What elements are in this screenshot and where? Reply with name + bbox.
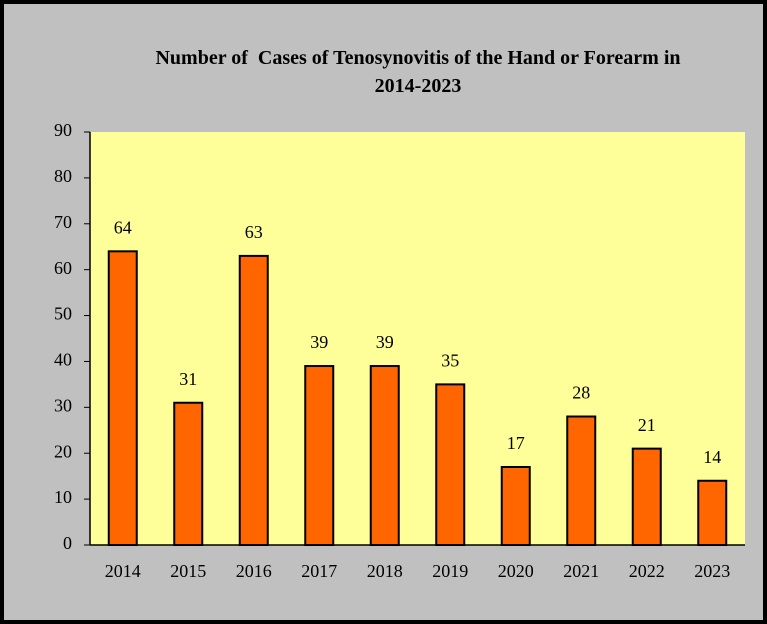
bar bbox=[369, 365, 400, 546]
bar bbox=[697, 479, 728, 546]
y-tick-label: 90 bbox=[54, 120, 72, 140]
data-label: 64 bbox=[114, 217, 132, 237]
x-tick-label: 2021 bbox=[563, 561, 599, 581]
bar bbox=[435, 383, 466, 546]
x-tick-label: 2017 bbox=[301, 561, 337, 581]
bar bbox=[500, 465, 531, 546]
y-tick-label: 30 bbox=[54, 395, 72, 415]
x-tick-label: 2023 bbox=[694, 561, 730, 581]
x-tick-label: 2018 bbox=[367, 561, 403, 581]
x-tick-label: 2016 bbox=[236, 561, 272, 581]
y-tick-label: 80 bbox=[54, 166, 72, 186]
data-label: 28 bbox=[572, 383, 590, 403]
data-label: 39 bbox=[310, 332, 328, 352]
x-tick-label: 2015 bbox=[170, 561, 206, 581]
chart-title: Number of Cases of Tenosynovitis of the … bbox=[155, 47, 686, 97]
data-label: 63 bbox=[245, 222, 263, 242]
y-tick-label: 40 bbox=[54, 350, 72, 370]
x-tick-label: 2022 bbox=[629, 561, 665, 581]
data-label: 17 bbox=[507, 433, 525, 453]
data-label: 31 bbox=[179, 369, 197, 389]
data-label: 39 bbox=[376, 332, 394, 352]
y-tick-label: 70 bbox=[54, 212, 72, 232]
y-tick-label: 50 bbox=[54, 304, 72, 324]
bar bbox=[304, 365, 335, 546]
y-tick-label: 0 bbox=[63, 533, 72, 553]
data-label: 21 bbox=[638, 415, 656, 435]
bar bbox=[173, 401, 204, 546]
x-tick-label: 2014 bbox=[105, 561, 141, 581]
data-label: 14 bbox=[703, 447, 721, 467]
bar bbox=[107, 250, 138, 547]
bar bbox=[631, 447, 662, 546]
x-tick-label: 2019 bbox=[432, 561, 468, 581]
x-tick-label: 2020 bbox=[498, 561, 534, 581]
y-tick-label: 60 bbox=[54, 258, 72, 278]
y-tick-label: 10 bbox=[54, 487, 72, 507]
data-label: 35 bbox=[441, 351, 459, 371]
bar bbox=[238, 254, 269, 546]
y-tick-label: 20 bbox=[54, 441, 72, 461]
bar bbox=[566, 415, 597, 546]
